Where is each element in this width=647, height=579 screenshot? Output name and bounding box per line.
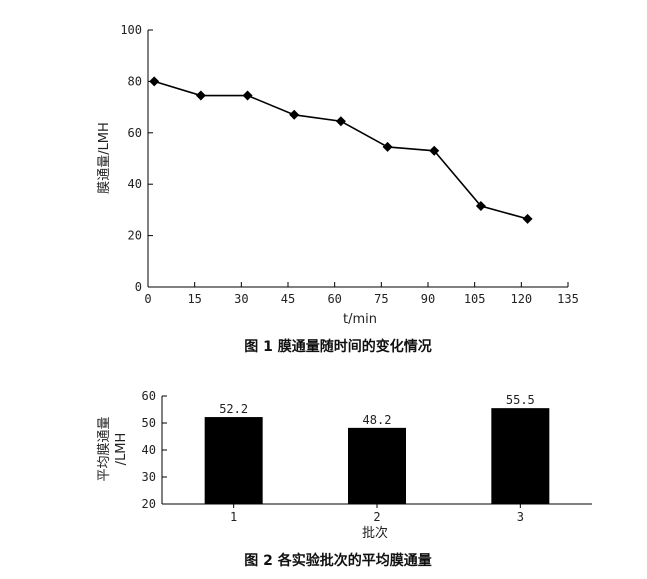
line-chart-series [149,76,533,224]
bar-chart-data-label: 48.2 [363,413,392,427]
line-chart-x-axis-title: t/min [343,312,377,327]
bar-chart-data-label: 52.2 [219,402,248,416]
line-chart-x-tick-label: 60 [327,292,341,306]
line-chart-x-tick-label: 120 [510,292,532,306]
line-chart-x-tick-label: 15 [187,292,201,306]
bar-chart-y-axis-title-line2: /LMH [114,433,129,466]
bar-chart-bars: 52.2 1 48.2 2 55.5 3 [204,393,550,524]
line-chart-x-tick-label: 75 [374,292,388,306]
bar-chart-category-label: 2 [373,510,380,524]
bar-chart-category-label: 3 [517,510,524,524]
line-chart-point [335,116,346,127]
line-chart-x-tick-label: 90 [421,292,435,306]
bar-chart-bar [491,408,550,504]
line-chart-point [289,109,300,120]
line-chart-point [149,76,160,87]
bar-chart-y-ticks: 20 30 40 50 60 [142,389,167,511]
line-chart-x-tick-label: 105 [464,292,486,306]
line-chart-point [242,90,253,101]
line-chart-x-tick-label: 45 [281,292,295,306]
line-chart-y-ticks: 0 20 40 60 80 100 [120,23,153,294]
line-chart-y-axis-title: 膜通量/LMH [97,122,112,194]
line-chart-y-tick-label: 100 [120,23,142,37]
line-chart-point [195,90,206,101]
line-chart-y-tick-label: 80 [128,74,142,88]
bar-chart-y-axis-title-line1: 平均膜通量 [97,416,112,481]
bar-chart-y-tick-label: 60 [142,389,156,403]
line-chart-x-tick-label: 135 [557,292,579,306]
bar-chart-y-tick-label: 20 [142,497,156,511]
line-chart-x-ticks: 0 15 30 45 60 75 90 105 120 135 [144,282,579,306]
line-chart-point [382,141,393,152]
bar-chart-y-tick-label: 50 [142,416,156,430]
bar-chart-caption: 图 2 各实验批次的平均膜通量 [244,552,432,569]
bar-chart-y-tick-label: 40 [142,443,156,457]
bar-chart-y-tick-label: 30 [142,470,156,484]
bar-chart-bar [204,417,263,504]
bar-chart-category-label: 1 [230,510,237,524]
line-chart-y-tick-label: 20 [128,229,142,243]
line-chart-point [429,145,440,156]
bar-chart-x-axis-title: 批次 [362,525,388,541]
line-chart-caption: 图 1 膜通量随时间的变化情况 [244,338,432,355]
line-chart-y-tick-label: 40 [128,177,142,191]
line-chart-y-tick-label: 60 [128,126,142,140]
line-chart: 0 20 40 60 80 100 0 15 30 45 60 75 90 105 120 135 t/mi… [97,23,579,355]
line-chart-axes [147,30,568,288]
line-chart-series-line [153,80,528,220]
bar-chart-data-label: 55.5 [506,393,535,407]
line-chart-point [475,201,486,212]
bar-chart: 20 30 40 50 60 52.2 1 48.2 2 55.5 3 批次 平均膜通量 /LMH… [97,389,592,569]
bar-chart-bar [348,427,406,504]
line-chart-point [522,213,533,224]
line-chart-x-tick-label: 0 [144,292,151,306]
line-chart-x-tick-label: 30 [234,292,248,306]
line-chart-y-tick-label: 0 [135,280,142,294]
